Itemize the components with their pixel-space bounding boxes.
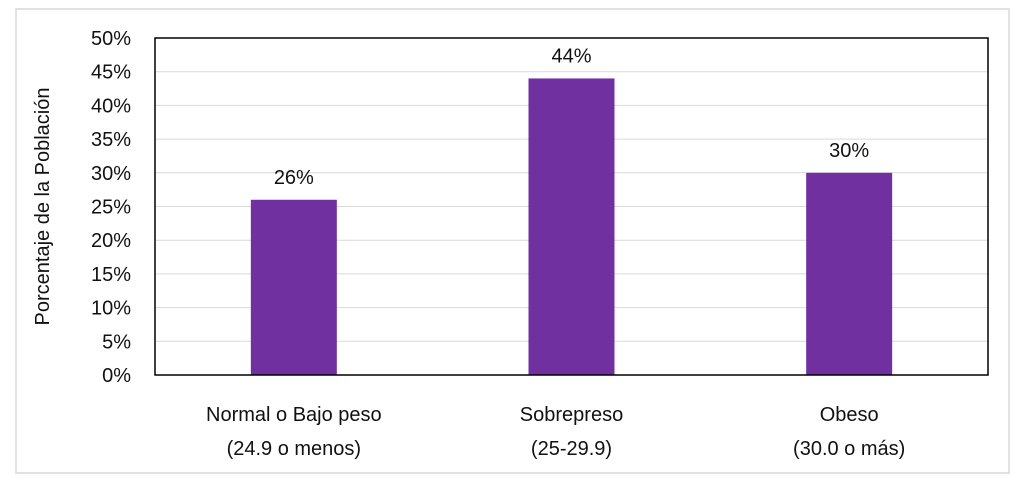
y-tick-label: 10% <box>91 298 131 320</box>
bar <box>528 78 615 375</box>
category-label: Sobrepreso <box>520 404 623 426</box>
category-label: Normal o Bajo peso <box>206 404 382 426</box>
y-tick-label: 40% <box>91 95 131 117</box>
y-tick-label: 50% <box>91 28 131 50</box>
data-label: 30% <box>829 140 869 162</box>
y-tick-label: 30% <box>91 163 131 185</box>
y-axis-label: Porcentaje de la Población <box>32 88 54 326</box>
category-label: Obeso <box>820 404 879 426</box>
y-tick-label: 35% <box>91 129 131 151</box>
x-axis-categories: Normal o Bajo peso (24.9 o menos) Sobrepre… <box>206 404 905 460</box>
y-tick-label: 15% <box>91 264 131 286</box>
category-label: (30.0 o más) <box>793 438 905 460</box>
y-tick-label: 0% <box>102 365 131 387</box>
data-label: 44% <box>551 45 591 67</box>
category-label: (25-29.9) <box>531 438 612 460</box>
bar <box>250 199 337 375</box>
y-tick-label: 20% <box>91 230 131 252</box>
y-axis-ticks: 0% 5% 10% 15% 20% 25% 30% 35% 40% 45% 50% <box>91 28 131 387</box>
bar <box>806 172 893 375</box>
category-label: (24.9 o menos) <box>227 438 362 460</box>
plot-area-border <box>154 37 989 376</box>
bars <box>250 78 893 375</box>
y-tick-label: 45% <box>91 62 131 84</box>
y-tick-label: 25% <box>91 197 131 219</box>
data-label: 26% <box>274 167 314 189</box>
y-tick-label: 5% <box>102 331 131 353</box>
data-labels: 26% 44% 30% <box>274 45 870 188</box>
